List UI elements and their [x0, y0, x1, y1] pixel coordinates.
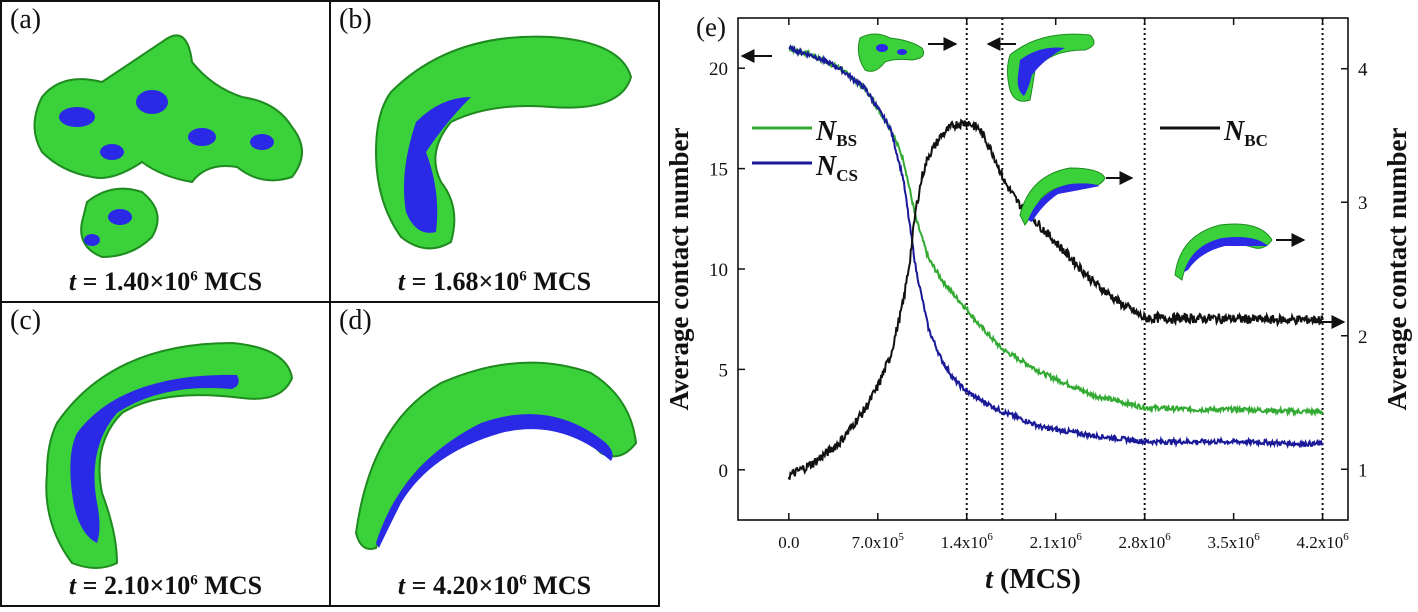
legend-label-cs: NCS — [815, 151, 858, 185]
y-axis-label: Average contact number — [664, 128, 694, 411]
inset-snapshot-b — [1007, 33, 1095, 102]
x-tick-label: 7.0x105 — [852, 531, 905, 552]
time-caption: t = 1.40×106 MCS — [68, 267, 263, 296]
y2-tick-label: 4 — [1358, 60, 1368, 81]
panel-label-e: (e) — [696, 12, 726, 42]
x-tick-label: 3.5x106 — [1208, 531, 1261, 552]
series-line-bc — [787, 118, 1324, 480]
panel-b: (b) t = 1.68×106 MCS — [329, 0, 660, 303]
inset-snapshot-d — [1174, 223, 1273, 281]
time-caption: t = 1.68×106 MCS — [397, 267, 592, 296]
y2-axis-label: Average contact number — [1382, 128, 1412, 411]
panel-label: (c) — [10, 305, 42, 336]
y-tick-label: 15 — [709, 160, 728, 181]
x-tick-label: 2.1x106 — [1030, 531, 1083, 552]
legend-label-bc: NBC — [1223, 116, 1268, 150]
time-caption: t = 4.20×106 MCS — [397, 571, 592, 600]
time-caption: t = 2.10×106 MCS — [68, 571, 263, 600]
panel-label: (d) — [339, 305, 372, 336]
y-tick-label: 20 — [709, 59, 728, 80]
aggregate-a-image — [33, 34, 303, 259]
inset-snapshot-a — [857, 33, 925, 72]
x-tick-label: 1.4x106 — [941, 531, 994, 552]
legend-label-bs: NBS — [815, 116, 857, 150]
snapshot-panels: (a) t = 1.40×106 MCS (b) t = 1.68×106 MC… — [0, 0, 660, 607]
aggregate-c-image — [45, 341, 294, 569]
y-tick-label: 5 — [719, 360, 729, 381]
y-tick-label: 10 — [709, 260, 728, 281]
x-tick-label: 2.8x106 — [1119, 531, 1172, 552]
panel-label: (a) — [10, 4, 42, 35]
panel-label: (b) — [339, 4, 372, 35]
inset-snapshot-c — [1019, 167, 1106, 226]
x-tick-label: 4.2x106 — [1296, 531, 1349, 552]
contact-number-chart: 0.0 7.0x105 1.4x106 2.1x106 2.8x106 3.5x106 4.… — [660, 0, 1418, 607]
chart-svg: 0.0 7.0x105 1.4x106 2.1x106 2.8x106 3.5x106 4.… — [664, 12, 1412, 595]
panel-c: (c) t = 2.10×106 MCS — [0, 301, 331, 607]
series-line-cs — [788, 44, 1324, 450]
pointer-arrows — [740, 37, 1346, 329]
y2-tick-label: 1 — [1358, 460, 1368, 481]
x-axis-label: t (MCS) — [985, 564, 1081, 595]
x-tick-label: 0.0 — [778, 533, 799, 552]
panel-d: (d) t = 4.20×106 MCS — [329, 301, 660, 607]
panel-a: (a) t = 1.40×106 MCS — [0, 0, 331, 303]
y2-tick-label: 3 — [1358, 193, 1368, 214]
aggregate-d-image — [354, 361, 638, 550]
inset-snapshots — [857, 33, 1273, 281]
y-tick-label: 0 — [719, 461, 729, 482]
y2-tick-label: 2 — [1358, 327, 1368, 348]
aggregate-b-image — [374, 35, 633, 250]
